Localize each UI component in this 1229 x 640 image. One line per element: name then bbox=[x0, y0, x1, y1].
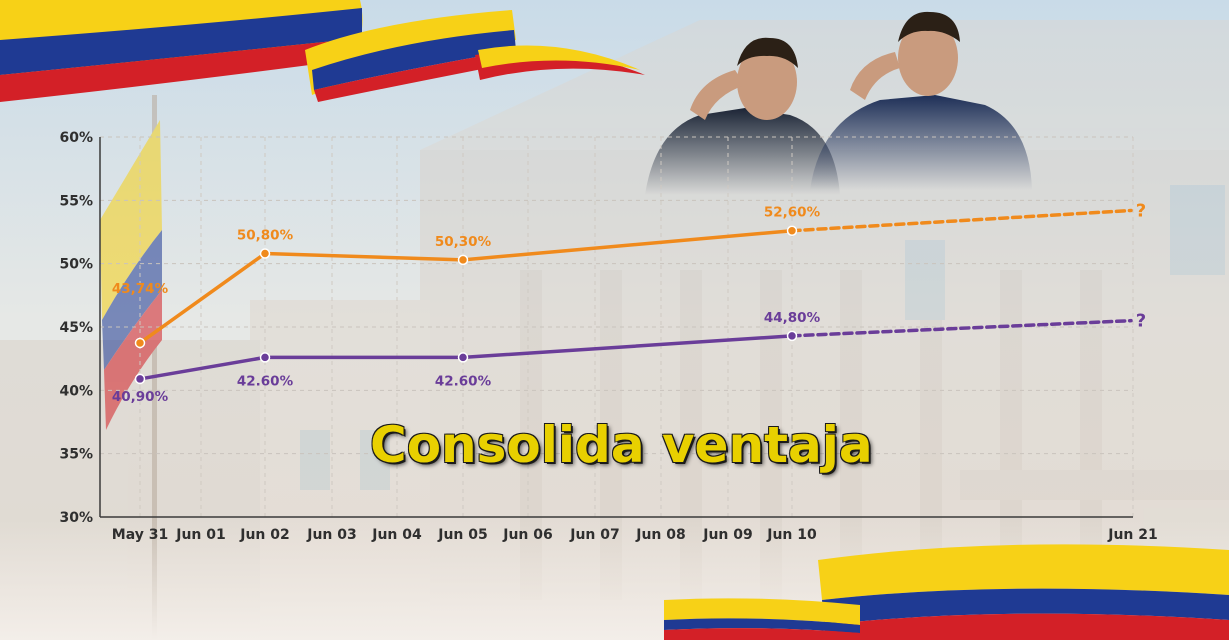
x-tick-label: Jun 05 bbox=[437, 527, 488, 543]
data-label: 40,90% bbox=[112, 389, 169, 405]
data-label: 43,74% bbox=[112, 281, 169, 297]
data-point bbox=[134, 337, 146, 349]
x-tick-label: Jun 01 bbox=[175, 527, 226, 543]
y-tick-label: 50% bbox=[59, 257, 93, 273]
projection-line-0 bbox=[790, 208, 1133, 233]
data-label: 52,60% bbox=[764, 205, 821, 221]
projection-line-1 bbox=[790, 318, 1133, 338]
flag-ribbon-bottom bbox=[664, 544, 1229, 640]
flag-pole bbox=[100, 95, 162, 640]
y-tick-label: 45% bbox=[59, 320, 93, 336]
y-tick-label: 30% bbox=[59, 510, 93, 526]
data-label: 42.60% bbox=[237, 373, 294, 389]
data-point bbox=[786, 225, 798, 236]
y-tick-label: 55% bbox=[59, 193, 93, 209]
series-layer: ? 43,74% 50,80% 50,30% 52,60%? 40,90% 42.60% 42… bbox=[112, 200, 1146, 404]
y-axis: 30% 35% 40% 45% 50% 55% 60% bbox=[59, 130, 93, 526]
y-tick-label: 60% bbox=[59, 130, 93, 146]
series-line-1 bbox=[138, 334, 794, 381]
y-tick-label: 40% bbox=[59, 383, 93, 399]
data-point bbox=[259, 248, 271, 259]
x-tick-label: Jun 07 bbox=[569, 527, 620, 543]
x-tick-label: May 31 bbox=[112, 527, 168, 543]
data-point bbox=[134, 373, 146, 385]
x-tick-label: Jun 03 bbox=[306, 527, 357, 543]
data-label: 44,80% bbox=[764, 310, 821, 326]
x-tick-label: Jun 06 bbox=[502, 527, 553, 543]
x-tick-label: Jun 21 bbox=[1107, 527, 1158, 543]
x-axis: May 31 Jun 01 Jun 02 Jun 03 Jun 04 Jun 05 Jun … bbox=[112, 527, 1158, 543]
x-tick-label: Jun 02 bbox=[239, 527, 290, 543]
headline-text: Consolida ventaja bbox=[370, 416, 873, 474]
x-tick-label: Jun 04 bbox=[371, 527, 422, 543]
data-point bbox=[259, 352, 271, 363]
x-tick-label: Jun 09 bbox=[702, 527, 753, 543]
data-point bbox=[457, 254, 469, 266]
x-tick-label: Jun 10 bbox=[766, 527, 817, 543]
projection-label-1: ? bbox=[1136, 311, 1146, 332]
x-tick-label: Jun 08 bbox=[635, 527, 686, 543]
chart-grid bbox=[99, 136, 1134, 518]
data-label: 50,80% bbox=[237, 228, 294, 244]
projection-label-0: ? bbox=[1136, 200, 1146, 221]
candidates-photo bbox=[645, 11, 1032, 195]
data-point bbox=[457, 352, 469, 363]
y-tick-label: 35% bbox=[59, 447, 93, 463]
data-label: 42.60% bbox=[435, 373, 492, 389]
series-line-0 bbox=[138, 228, 794, 345]
flag-ribbon-top-left bbox=[0, 0, 645, 102]
data-point bbox=[786, 330, 798, 342]
data-label: 50,30% bbox=[435, 234, 492, 250]
